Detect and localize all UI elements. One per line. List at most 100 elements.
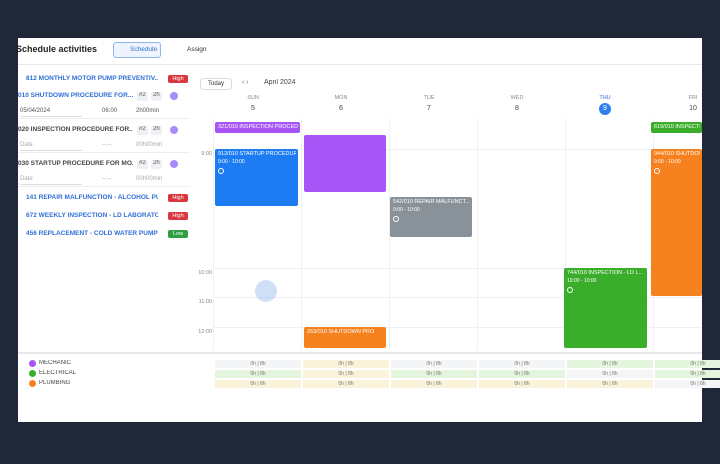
task-title[interactable]: 672 WEEKLY INSPECTION - LD LABORATORY <box>26 212 158 219</box>
length-field[interactable]: 00h00min <box>136 176 163 182</box>
capacity-cell: 0h | 8h <box>303 370 389 378</box>
day-date: 6 <box>339 105 343 112</box>
tab-schedule[interactable]: Schedule <box>113 42 161 58</box>
capacity-cell: 0h | 8h <box>215 370 301 378</box>
day-name: WED <box>510 95 524 101</box>
capacity-cell: 0h | 8h <box>479 370 565 378</box>
task-title[interactable]: 812 MONTHLY MOTOR PUMP PREVENTIV... <box>26 75 158 82</box>
event-icon <box>218 168 224 174</box>
task-count: #2 <box>137 160 148 169</box>
resource-divider <box>18 352 702 354</box>
length-field[interactable]: 00h00min <box>136 142 163 148</box>
column-line <box>389 118 390 350</box>
title: Schedule activities <box>16 44 98 54</box>
task-duration: 2h <box>151 160 162 169</box>
time-label: 11:00 <box>198 299 212 305</box>
priority-badge: High <box>168 212 188 220</box>
avatar <box>170 92 178 100</box>
time-field[interactable]: --:-- <box>102 142 112 148</box>
nav-arrows: ‹ › <box>242 79 249 86</box>
capacity-cell: 0h | 8h <box>655 360 720 368</box>
day-name: MON <box>334 95 348 101</box>
today-button[interactable]: Today <box>200 78 232 90</box>
event-title: 744/010 INSPECTION - LD L... <box>567 270 644 276</box>
task-duration: 2h <box>151 126 162 135</box>
capacity-cell: 0h | 8h <box>567 370 653 378</box>
time-field[interactable]: --:-- <box>102 176 112 182</box>
event-time: 9:00 - 10:00 <box>654 159 681 165</box>
hour-line <box>213 297 702 298</box>
time-label: 9:00 <box>201 151 212 157</box>
hour-line <box>213 327 702 328</box>
capacity-cell: 0h | 8h <box>303 360 389 368</box>
time-field[interactable]: 06:00 <box>102 108 118 114</box>
event-icon <box>393 216 399 222</box>
event-icon <box>567 287 573 293</box>
month-label: April 2024 <box>264 79 296 86</box>
event-time: 9:00 - 10:00 <box>218 159 245 165</box>
priority-badge: High <box>168 194 188 202</box>
column-line <box>213 118 214 350</box>
time-label: 10:00 <box>198 270 212 276</box>
column-line <box>565 118 566 350</box>
event[interactable] <box>215 122 300 133</box>
date-field[interactable]: Date <box>20 140 82 151</box>
resource-dot <box>29 360 36 367</box>
task-title[interactable]: 020 INSPECTION PROCEDURE FOR... <box>18 126 133 133</box>
task-duration: 2h <box>151 92 162 101</box>
event-time: 9:00 - 10:00 <box>393 207 420 213</box>
priority-badge: High <box>168 75 188 83</box>
event[interactable] <box>651 122 702 133</box>
event[interactable] <box>304 135 386 192</box>
capacity-cell: 0h | 8h <box>215 380 301 388</box>
cursor <box>255 280 277 302</box>
capacity-cell: 0h | 8h <box>303 380 389 388</box>
capacity-cell: 0h | 8h <box>567 380 653 388</box>
resource-name: MECHANIC <box>39 360 72 366</box>
column-line <box>477 118 478 350</box>
capacity-cell: 0h | 8h <box>655 380 720 388</box>
date-field[interactable]: Date <box>20 174 82 185</box>
capacity-cell: 0h | 8h <box>567 360 653 368</box>
capacity-cell: 0h | 8h <box>391 360 477 368</box>
day-date: 7 <box>427 105 431 112</box>
event-title: 619/010 INSPECTION <box>654 124 700 130</box>
time-label: 12:00 <box>198 329 212 335</box>
task-title[interactable]: 010 SHUTDOWN PROCEDURE FOR... <box>18 92 133 99</box>
resource-dot <box>29 370 36 377</box>
event-title: 253/010 SHUTDOWN PRO <box>307 329 375 335</box>
day-date: 8 <box>515 105 519 112</box>
event[interactable] <box>215 149 298 206</box>
row-line <box>18 118 190 119</box>
resource-dot <box>29 380 36 387</box>
date-field[interactable]: 05/04/2024 <box>20 106 82 117</box>
event-icon <box>654 168 660 174</box>
panel <box>18 38 702 422</box>
task-title[interactable]: 141 REPAIR MALFUNCTION - ALCOHOL PU... <box>26 194 158 201</box>
task-count: #2 <box>137 92 148 101</box>
capacity-cell: 0h | 8h <box>655 370 720 378</box>
column-line <box>301 118 302 350</box>
task-title[interactable]: 030 STARTUP PROCEDURE FOR MO... <box>18 160 133 167</box>
tab-assign[interactable]: Assign <box>187 46 207 53</box>
event-time: 10:00 - 10:00 <box>567 278 597 284</box>
divider <box>18 64 702 65</box>
task-title[interactable]: 456 REPLACEMENT - COLD WATER PUMP <box>26 230 158 237</box>
day-name: THU <box>599 95 611 101</box>
day-name: TUE <box>423 95 435 101</box>
event[interactable] <box>564 268 647 348</box>
capacity-cell: 0h | 8h <box>391 380 477 388</box>
event-title: 321/010 INSPECTION PROCEDURE <box>218 124 298 130</box>
capacity-cell: 0h | 8h <box>479 360 565 368</box>
avatar <box>170 126 178 134</box>
day-name: SUN <box>247 95 259 101</box>
day-date: 5 <box>251 105 255 112</box>
capacity-cell: 0h | 8h <box>479 380 565 388</box>
day-date: 10 <box>689 105 697 112</box>
day-name: FRI <box>688 95 698 101</box>
event[interactable] <box>304 327 386 348</box>
event[interactable] <box>390 197 472 237</box>
event[interactable] <box>651 149 702 296</box>
length-field[interactable]: 2h00min <box>136 108 160 114</box>
task-count: #2 <box>137 126 148 135</box>
